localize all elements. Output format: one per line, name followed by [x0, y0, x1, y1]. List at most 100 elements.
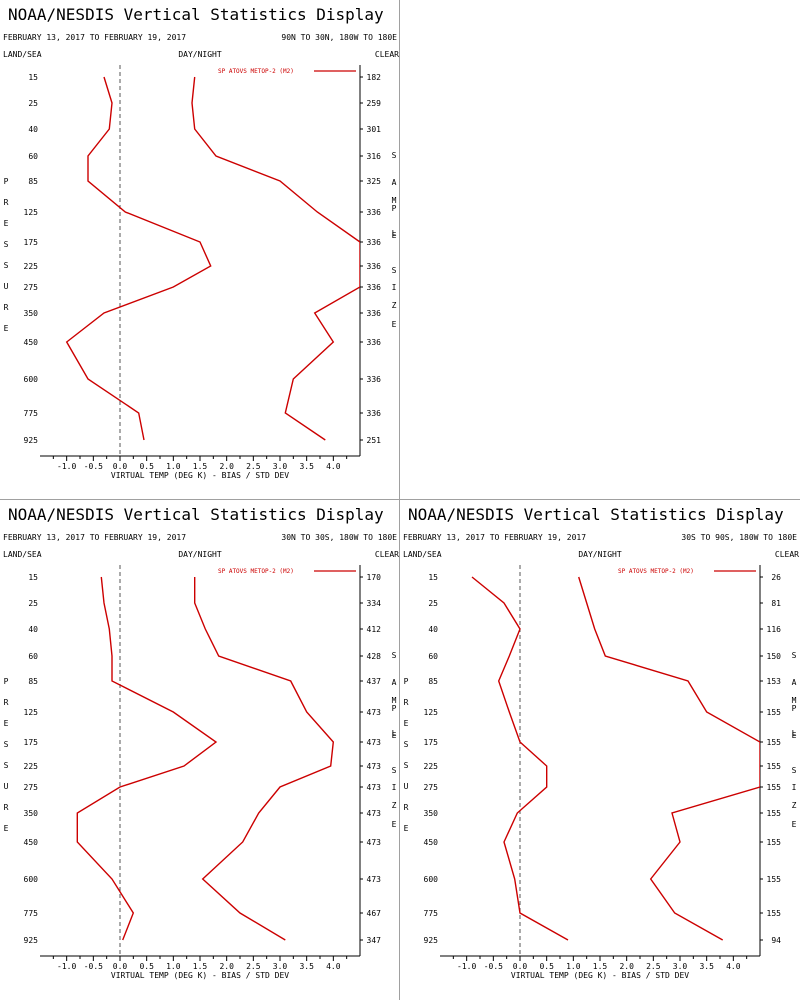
- sample-axis-letter: L: [392, 229, 397, 238]
- sample-axis-letter: A: [392, 178, 397, 187]
- x-tick-label: 0.0: [113, 462, 128, 471]
- pressure-level-label: 775: [24, 909, 39, 918]
- panel-north: NOAA/NESDIS Vertical Statistics Display F…: [0, 0, 400, 500]
- sample-axis-letter: M: [392, 696, 397, 705]
- pressure-axis-letter: E: [404, 719, 409, 728]
- pressure-level-label: 775: [24, 409, 39, 418]
- pressure-axis-letter: R: [4, 698, 9, 707]
- pressure-level-label: 125: [24, 208, 39, 217]
- sample-size-label: 116: [767, 625, 782, 634]
- sample-axis-letter: E: [792, 731, 797, 740]
- pressure-level-label: 85: [428, 677, 438, 686]
- sample-size-label: 336: [367, 262, 382, 271]
- x-tick-label: 3.0: [673, 962, 688, 971]
- pressure-level-label: 225: [24, 762, 39, 771]
- pressure-level-label: 225: [424, 762, 439, 771]
- sample-size-label: 150: [767, 652, 782, 661]
- pressure-level-label: 600: [24, 875, 39, 884]
- land-sea-label: LAND/SEA: [3, 50, 42, 59]
- legend-label: SP ATOVS METOP-2 (M2): [618, 568, 694, 575]
- pressure-axis-letter: P: [4, 177, 9, 186]
- pressure-level-label: 175: [424, 738, 439, 747]
- sample-axis-letter: E: [392, 231, 397, 240]
- sample-size-label: 301: [367, 125, 382, 134]
- sample-size-label: 473: [367, 838, 382, 847]
- pressure-axis-letter: R: [4, 198, 9, 207]
- pressure-level-label: 275: [24, 783, 39, 792]
- pressure-axis-letter: R: [4, 303, 9, 312]
- pressure-axis-letter: R: [4, 803, 9, 812]
- sample-size-label: 259: [367, 99, 382, 108]
- pressure-level-label: 275: [24, 283, 39, 292]
- x-axis-label: VIRTUAL TEMP (DEG K) - BIAS / STD DEV: [111, 971, 289, 980]
- bias-line: [76, 576, 218, 941]
- chart-title: NOAA/NESDIS Vertical Statistics Display: [8, 5, 384, 24]
- sample-size-label: 26: [771, 573, 781, 582]
- pressure-axis-letter: E: [4, 719, 9, 728]
- pressure-level-label: 175: [24, 738, 39, 747]
- clear-label: CLEAR: [375, 550, 399, 559]
- sample-size-label: 325: [367, 177, 382, 186]
- sample-size-label: 428: [367, 652, 382, 661]
- x-tick-label: 4.0: [326, 462, 341, 471]
- chart-title: NOAA/NESDIS Vertical Statistics Display: [408, 505, 784, 524]
- pressure-level-label: 225: [24, 262, 39, 271]
- sample-size-label: 347: [367, 936, 382, 945]
- pressure-level-label: 25: [28, 99, 38, 108]
- pressure-axis-letter: S: [4, 261, 9, 270]
- sample-size-label: 336: [367, 375, 382, 384]
- pressure-level-label: 40: [428, 625, 438, 634]
- x-tick-label: 4.0: [326, 962, 341, 971]
- pressure-level-label: 15: [28, 573, 38, 582]
- chart-svg: NOAA/NESDIS Vertical Statistics Display F…: [3, 505, 399, 980]
- sample-size-label: 467: [367, 909, 382, 918]
- sample-size-label: 473: [367, 809, 382, 818]
- pressure-level-label: 60: [28, 652, 38, 661]
- sample-size-label: 473: [367, 783, 382, 792]
- sample-axis-letter: P: [792, 704, 797, 713]
- x-tick-label: 1.5: [193, 962, 208, 971]
- chart-svg: NOAA/NESDIS Vertical Statistics Display F…: [3, 5, 399, 480]
- pressure-level-label: 350: [24, 309, 39, 318]
- land-sea-label: LAND/SEA: [403, 550, 442, 559]
- date-range: FEBRUARY 13, 2017 TO FEBRUARY 19, 2017: [3, 533, 186, 542]
- chart-title: NOAA/NESDIS Vertical Statistics Display: [8, 505, 384, 524]
- legend-label: SP ATOVS METOP-2 (M2): [218, 568, 294, 575]
- sample-axis-letter: E: [392, 820, 397, 829]
- sample-axis-letter: A: [392, 678, 397, 687]
- sample-size-label: 170: [367, 573, 382, 582]
- pressure-level-label: 25: [28, 599, 38, 608]
- sample-size-label: 182: [367, 73, 382, 82]
- blank-area: [400, 0, 800, 499]
- legend-label: SP ATOVS METOP-2 (M2): [218, 68, 294, 75]
- panel-south: NOAA/NESDIS Vertical Statistics Display F…: [400, 500, 800, 1000]
- x-tick-label: 3.5: [299, 962, 314, 971]
- pressure-axis-letter: P: [4, 677, 9, 686]
- x-tick-label: 1.0: [166, 962, 181, 971]
- sample-size-label: 316: [367, 152, 382, 161]
- x-tick-label: 2.0: [219, 962, 234, 971]
- day-night-label: DAY/NIGHT: [578, 550, 622, 559]
- pressure-level-label: 85: [28, 177, 38, 186]
- pressure-level-label: 40: [28, 125, 38, 134]
- sample-size-label: 473: [367, 762, 382, 771]
- sample-axis-letter: E: [392, 320, 397, 329]
- x-tick-label: 2.0: [619, 962, 634, 971]
- vertical-divider: [399, 0, 400, 1000]
- pressure-axis-letter: U: [4, 282, 9, 291]
- sample-size-label: 155: [767, 738, 782, 747]
- sample-size-label: 81: [771, 599, 781, 608]
- sample-axis-letter: P: [392, 704, 397, 713]
- x-tick-label: -0.5: [84, 962, 103, 971]
- sample-axis-letter: Z: [392, 301, 397, 310]
- bias-line: [65, 76, 212, 441]
- sample-axis-letter: S: [392, 766, 397, 775]
- pressure-axis-letter: R: [404, 803, 409, 812]
- sample-size-label: 251: [367, 436, 382, 445]
- bias-line: [471, 576, 569, 941]
- std-dev-line: [193, 577, 335, 941]
- pressure-level-label: 600: [24, 375, 39, 384]
- x-tick-label: 0.5: [539, 962, 554, 971]
- x-tick-label: 3.5: [299, 462, 314, 471]
- pressure-level-label: 40: [28, 625, 38, 634]
